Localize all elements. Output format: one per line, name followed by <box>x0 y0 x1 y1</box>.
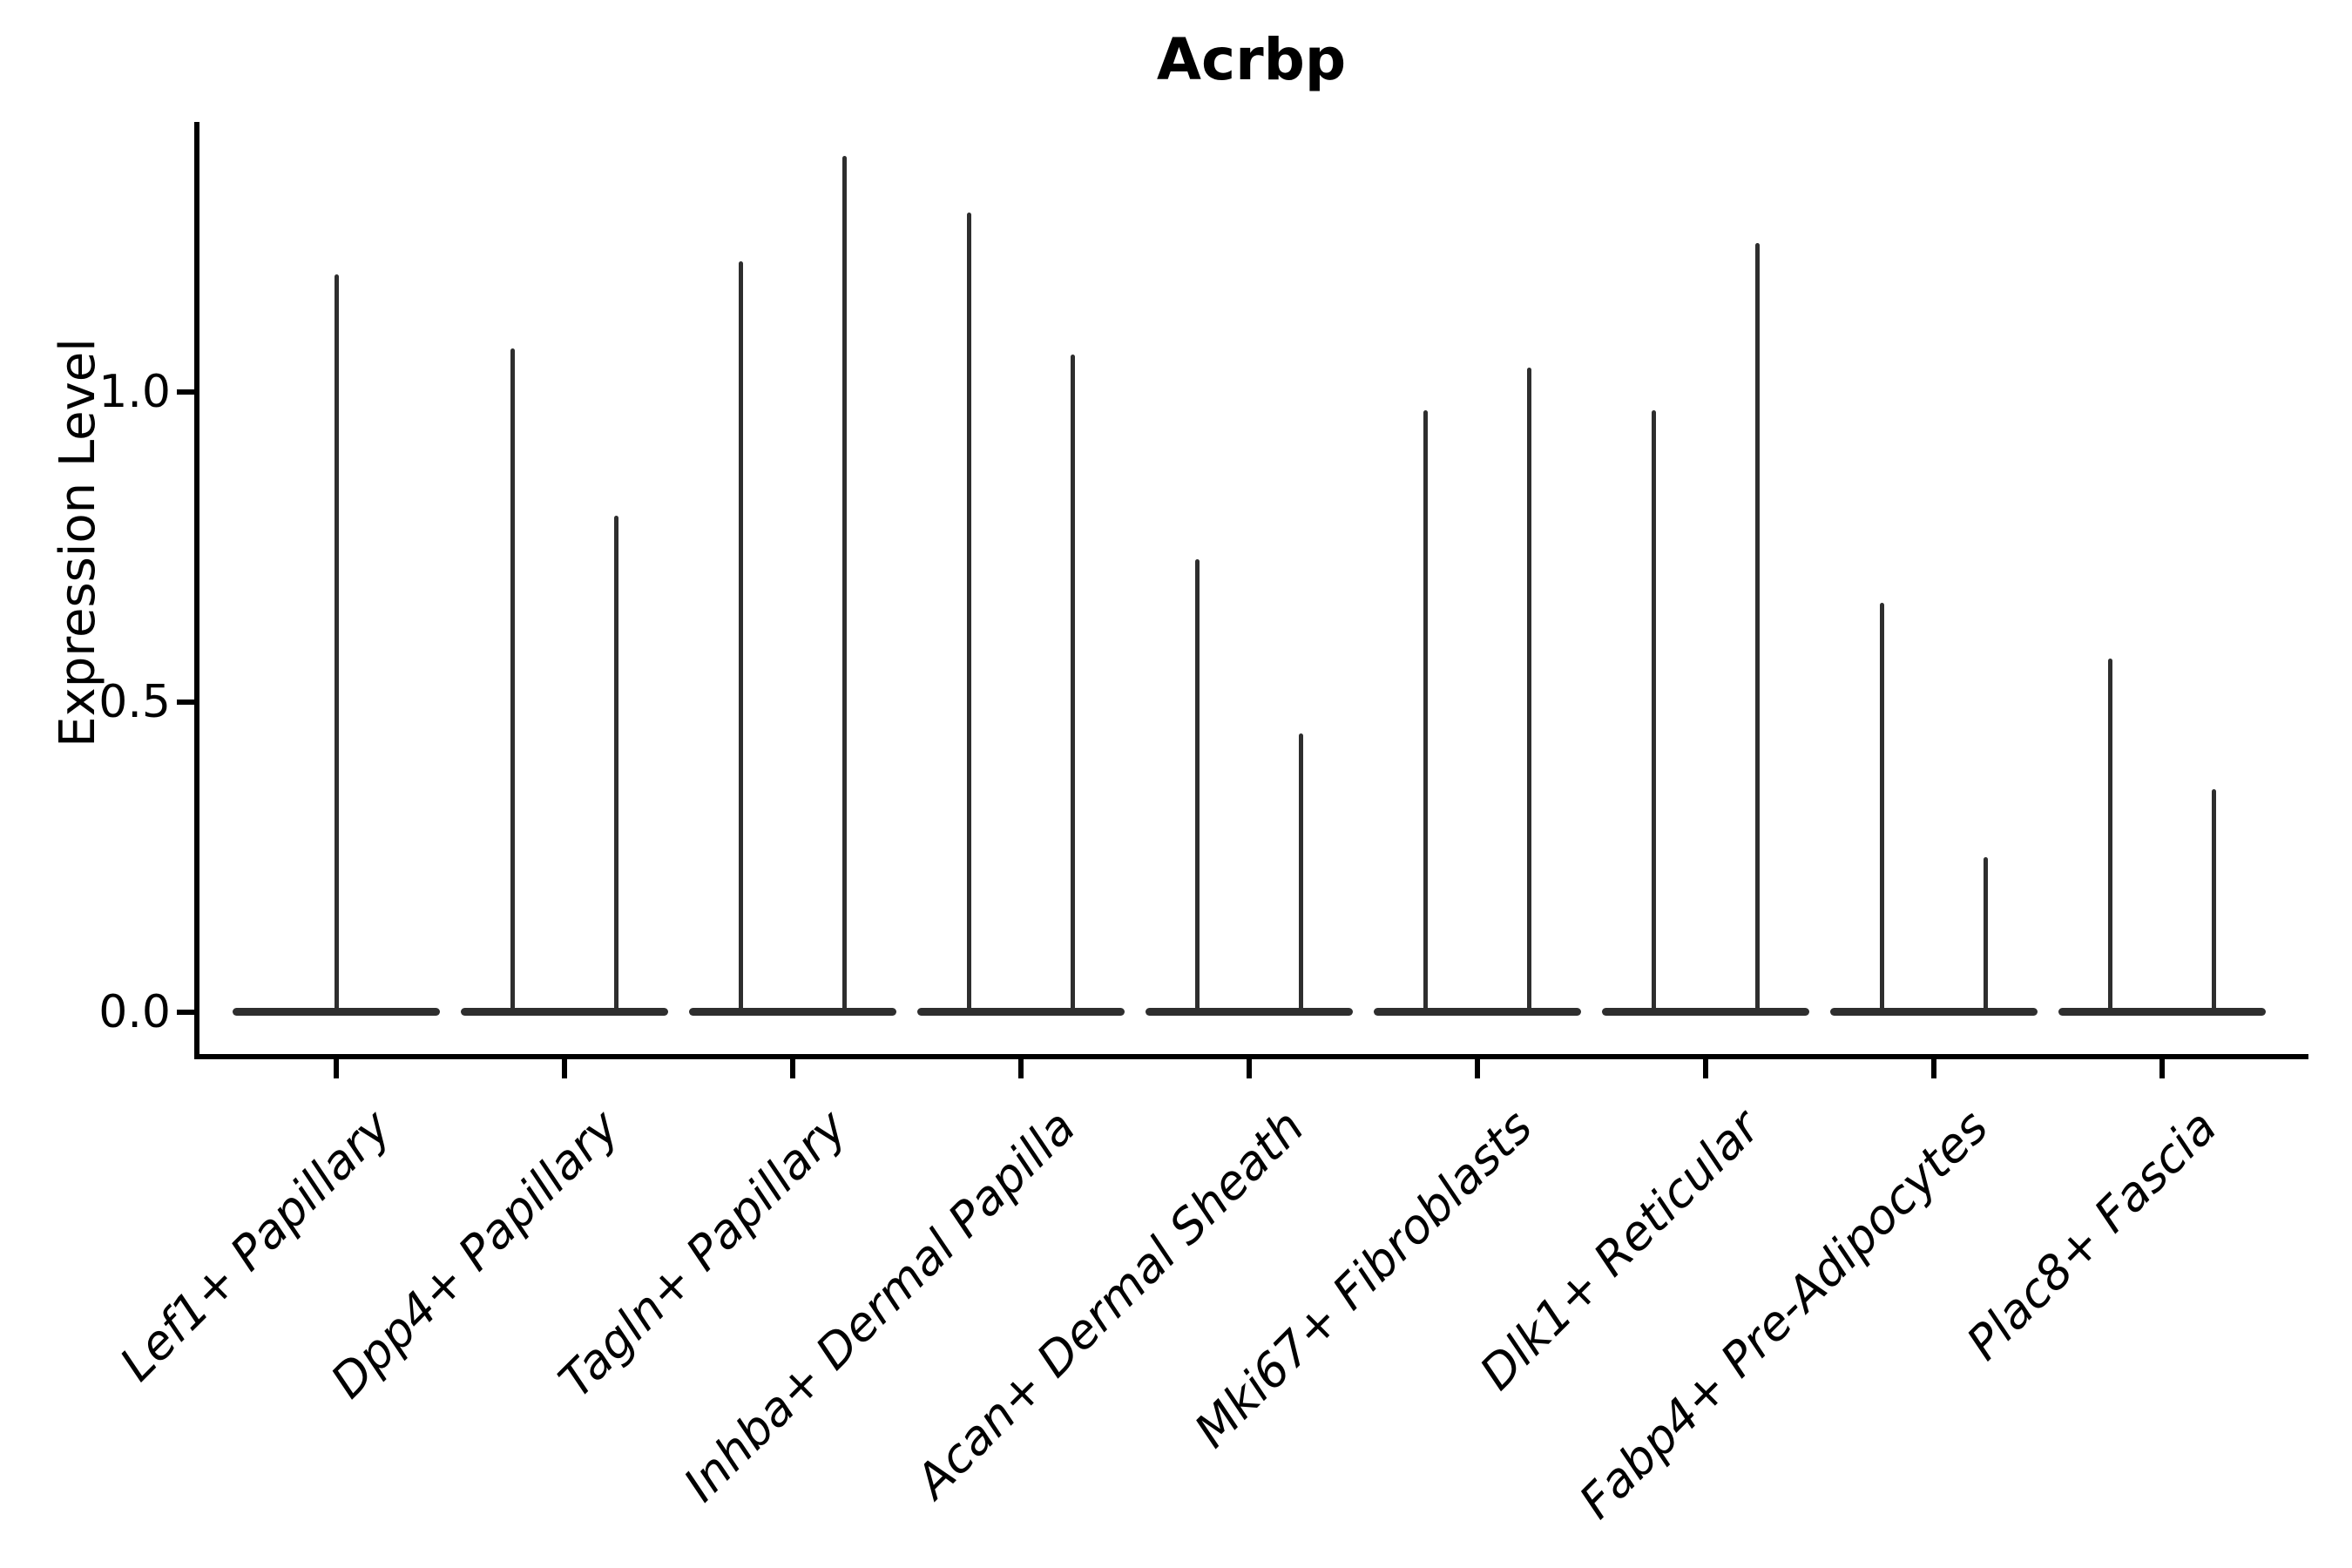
violin-spike <box>1071 355 1075 1016</box>
violin-spike <box>2212 788 2216 1016</box>
y-tick-label: 0.5 <box>98 676 171 728</box>
violin-spike <box>2108 659 2112 1016</box>
violin-spike <box>614 516 618 1016</box>
x-axis-spine <box>194 1054 2308 1059</box>
violin-base <box>1602 1008 1809 1016</box>
violin-spike <box>1880 603 1884 1016</box>
violin-spike <box>1423 410 1428 1016</box>
x-tick-mark <box>1018 1059 1024 1078</box>
violin-spike <box>1984 857 1988 1016</box>
y-tick-mark <box>177 700 194 705</box>
violin-spike <box>967 212 971 1016</box>
violin-spike <box>1299 733 1303 1016</box>
x-tick-mark <box>562 1059 567 1078</box>
y-tick-label: 0.0 <box>98 986 171 1038</box>
x-tick-mark <box>790 1059 795 1078</box>
chart-title: Acrbp <box>1156 26 1347 93</box>
violin-base <box>689 1008 896 1016</box>
x-tick-mark <box>1931 1059 1936 1078</box>
x-tick-mark <box>1475 1059 1480 1078</box>
y-tick-label: 1.0 <box>98 366 171 418</box>
violin-spike <box>1195 559 1200 1016</box>
x-tick-mark <box>334 1059 339 1078</box>
x-tick-label: Fabp4+ Pre-Adipocytes <box>1569 1099 1999 1530</box>
violin-base <box>1830 1008 2038 1016</box>
x-tick-label: Acan+ Dermal Sheath <box>904 1099 1315 1509</box>
violin-spike <box>334 274 339 1016</box>
x-tick-mark <box>1247 1059 1252 1078</box>
y-tick-mark <box>177 389 194 395</box>
violin-base <box>461 1008 668 1016</box>
violin-base <box>1146 1008 1353 1016</box>
violin-spike <box>1652 410 1656 1016</box>
y-axis-label: Expression Level <box>50 338 106 747</box>
x-tick-mark <box>1703 1059 1708 1078</box>
violin-spike <box>739 261 743 1016</box>
violin-base <box>1374 1008 1581 1016</box>
violin-spike <box>1755 243 1760 1016</box>
violin-base <box>2058 1008 2266 1016</box>
violin-spike <box>1527 367 1531 1016</box>
x-tick-label: Inhba+ Dermal Papilla <box>672 1099 1086 1512</box>
y-tick-mark <box>177 1010 194 1015</box>
x-tick-mark <box>2159 1059 2165 1078</box>
violin-spike <box>842 156 847 1016</box>
violin-spike <box>510 348 515 1016</box>
y-axis-spine <box>194 122 199 1059</box>
violin-base <box>917 1008 1125 1016</box>
